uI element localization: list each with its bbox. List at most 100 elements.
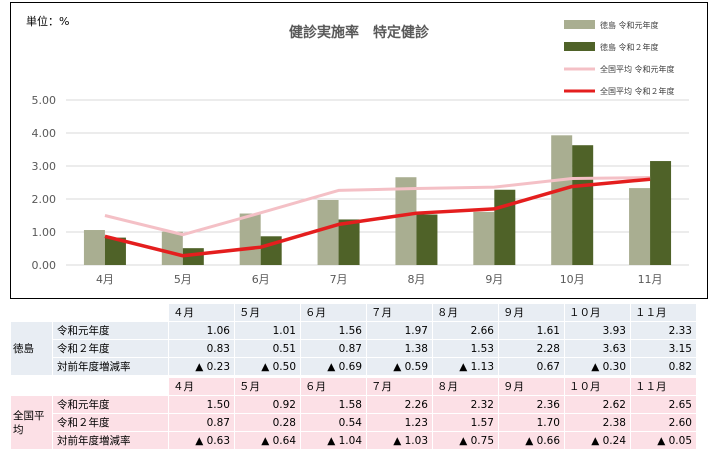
value-cell: 1.56 bbox=[300, 321, 367, 340]
value-cell: 1.38 bbox=[366, 339, 433, 358]
value-cell: 0.92 bbox=[234, 395, 301, 414]
value-cell: ▲ 0.64 bbox=[234, 431, 301, 450]
blank-cell bbox=[52, 303, 169, 322]
bar-r1 bbox=[551, 135, 573, 265]
bar-r1 bbox=[239, 213, 261, 265]
row-label: 対前年度増減率 bbox=[52, 357, 169, 376]
legend-label: 徳島 令和元年度 bbox=[600, 20, 659, 30]
month-header: ６月 bbox=[300, 377, 367, 396]
value-cell: 2.65 bbox=[630, 395, 697, 414]
table-row: 令和２年度 0.87 0.28 0.54 1.23 1.57 1.70 2.38 2.60 bbox=[11, 413, 697, 432]
month-header: ８月 bbox=[432, 377, 499, 396]
x-tick-label: 6月 bbox=[252, 273, 270, 286]
y-tick-label: 5.00 bbox=[32, 94, 57, 107]
value-cell: ▲ 0.30 bbox=[564, 357, 631, 376]
table-row: 対前年度増減率 ▲ 0.63 ▲ 0.64 ▲ 1.04 ▲ 1.03 ▲ 0.75 ▲ 0… bbox=[11, 431, 697, 450]
value-cell: 2.33 bbox=[630, 321, 697, 340]
x-tick-label: 11月 bbox=[638, 273, 663, 286]
bar-r1 bbox=[395, 177, 417, 265]
value-cell: 1.57 bbox=[432, 413, 499, 432]
bar-r2 bbox=[494, 189, 516, 265]
blank-cell bbox=[10, 377, 53, 396]
bar-r2 bbox=[572, 145, 594, 265]
line-series-national-r1 bbox=[104, 176, 651, 237]
value-cell: ▲ 0.69 bbox=[300, 357, 367, 376]
national-table: ４月 ５月 ６月 ７月 ８月 ９月 １０月 １１月 全国平均 令和元年度 1.50 0.92 1.58 2… bbox=[10, 377, 697, 450]
bar-r2 bbox=[650, 161, 672, 265]
value-cell: 3.63 bbox=[564, 339, 631, 358]
x-tick-label: 4月 bbox=[96, 273, 114, 286]
row-label: 令和２年度 bbox=[52, 413, 169, 432]
month-header-row: ４月 ５月 ６月 ７月 ８月 ９月 １０月 １１月 bbox=[10, 303, 697, 322]
row-label: 令和元年度 bbox=[52, 321, 169, 340]
value-cell: 1.01 bbox=[234, 321, 301, 340]
table-row: 徳島 令和元年度 1.06 1.01 1.56 1.97 2.66 1.61 3.93 2.33 bbox=[10, 321, 697, 376]
x-tick-label: 7月 bbox=[330, 273, 348, 286]
value-cell: ▲ 0.50 bbox=[234, 357, 301, 376]
value-cell: 1.50 bbox=[168, 395, 235, 414]
month-header: ４月 bbox=[168, 377, 235, 396]
bar-r2 bbox=[104, 237, 126, 265]
value-cell: 1.97 bbox=[366, 321, 433, 340]
y-tick-label: 2.00 bbox=[32, 193, 57, 206]
value-cell: 0.51 bbox=[234, 339, 301, 358]
bar-r1 bbox=[473, 211, 495, 265]
bar-r2 bbox=[338, 219, 360, 265]
value-cell: 3.93 bbox=[564, 321, 631, 340]
x-tick-label: 5月 bbox=[174, 273, 192, 286]
chart-title: 健診実施率 特定健診 bbox=[289, 24, 430, 41]
legend-label: 全国平均 令和元年度 bbox=[600, 64, 675, 74]
value-cell: 3.15 bbox=[630, 339, 697, 358]
row-label: 令和２年度 bbox=[52, 339, 169, 358]
month-header: ５月 bbox=[234, 377, 301, 396]
table-row: 全国平均 令和元年度 1.50 0.92 1.58 2.26 2.32 2.36 2.62 2.6… bbox=[10, 395, 697, 450]
table-row: 令和２年度 0.83 0.51 0.87 1.38 1.53 2.28 3.63 3.15 bbox=[11, 339, 697, 358]
value-cell: 1.58 bbox=[300, 395, 367, 414]
value-cell: ▲ 0.24 bbox=[564, 431, 631, 450]
value-cell: ▲ 0.66 bbox=[498, 431, 565, 450]
row-label: 対前年度増減率 bbox=[52, 431, 169, 450]
tokushima-table: ４月 ５月 ６月 ７月 ８月 ９月 １０月 １１月 徳島 令和元年度 1.06 1.01 1.56 1.9… bbox=[10, 303, 697, 376]
value-cell: 2.32 bbox=[432, 395, 499, 414]
month-header: １０月 bbox=[564, 303, 631, 322]
value-cell: 1.23 bbox=[366, 413, 433, 432]
value-cell: ▲ 0.23 bbox=[168, 357, 235, 376]
value-cell: 0.67 bbox=[498, 357, 565, 376]
bar-r2 bbox=[416, 214, 438, 265]
value-cell: 0.82 bbox=[630, 357, 697, 376]
value-cell: ▲ 1.13 bbox=[432, 357, 499, 376]
value-cell: 2.36 bbox=[498, 395, 565, 414]
bar-r1 bbox=[317, 199, 339, 265]
legend-swatch bbox=[564, 20, 595, 29]
value-cell: 2.38 bbox=[564, 413, 631, 432]
value-cell: ▲ 1.04 bbox=[300, 431, 367, 450]
value-cell: 0.28 bbox=[234, 413, 301, 432]
month-header: ５月 bbox=[234, 303, 301, 322]
value-cell: 0.87 bbox=[168, 413, 235, 432]
line-series-national-r2 bbox=[104, 177, 651, 258]
month-header: ７月 bbox=[366, 377, 433, 396]
y-tick-label: 3.00 bbox=[32, 160, 57, 173]
bar-r1 bbox=[83, 230, 105, 265]
month-header: １０月 bbox=[564, 377, 631, 396]
month-header: ４月 bbox=[168, 303, 235, 322]
month-header: ９月 bbox=[498, 377, 565, 396]
table-row: 対前年度増減率 ▲ 0.23 ▲ 0.50 ▲ 0.69 ▲ 0.59 ▲ 1.13 0.6… bbox=[11, 357, 697, 376]
month-header: ６月 bbox=[300, 303, 367, 322]
value-cell: ▲ 1.03 bbox=[366, 431, 433, 450]
month-header: １１月 bbox=[630, 377, 697, 396]
value-cell: 0.54 bbox=[300, 413, 367, 432]
month-header: １１月 bbox=[630, 303, 697, 322]
value-cell: ▲ 0.75 bbox=[432, 431, 499, 450]
combo-chart: 0.00 1.00 2.00 3.00 4.00 5.00 4月 5月 6月 7月 8月 9月 10月 1… bbox=[26, 14, 689, 286]
x-tick-label: 9月 bbox=[485, 273, 503, 286]
month-header: ９月 bbox=[498, 303, 565, 322]
value-cell: 0.87 bbox=[300, 339, 367, 358]
month-header: ８月 bbox=[432, 303, 499, 322]
legend-swatch bbox=[564, 42, 595, 51]
value-cell: 2.28 bbox=[498, 339, 565, 358]
month-header: ７月 bbox=[366, 303, 433, 322]
value-cell: 2.66 bbox=[432, 321, 499, 340]
blank-cell bbox=[10, 303, 53, 322]
month-header-row: ４月 ５月 ６月 ７月 ８月 ９月 １０月 １１月 bbox=[10, 377, 697, 396]
